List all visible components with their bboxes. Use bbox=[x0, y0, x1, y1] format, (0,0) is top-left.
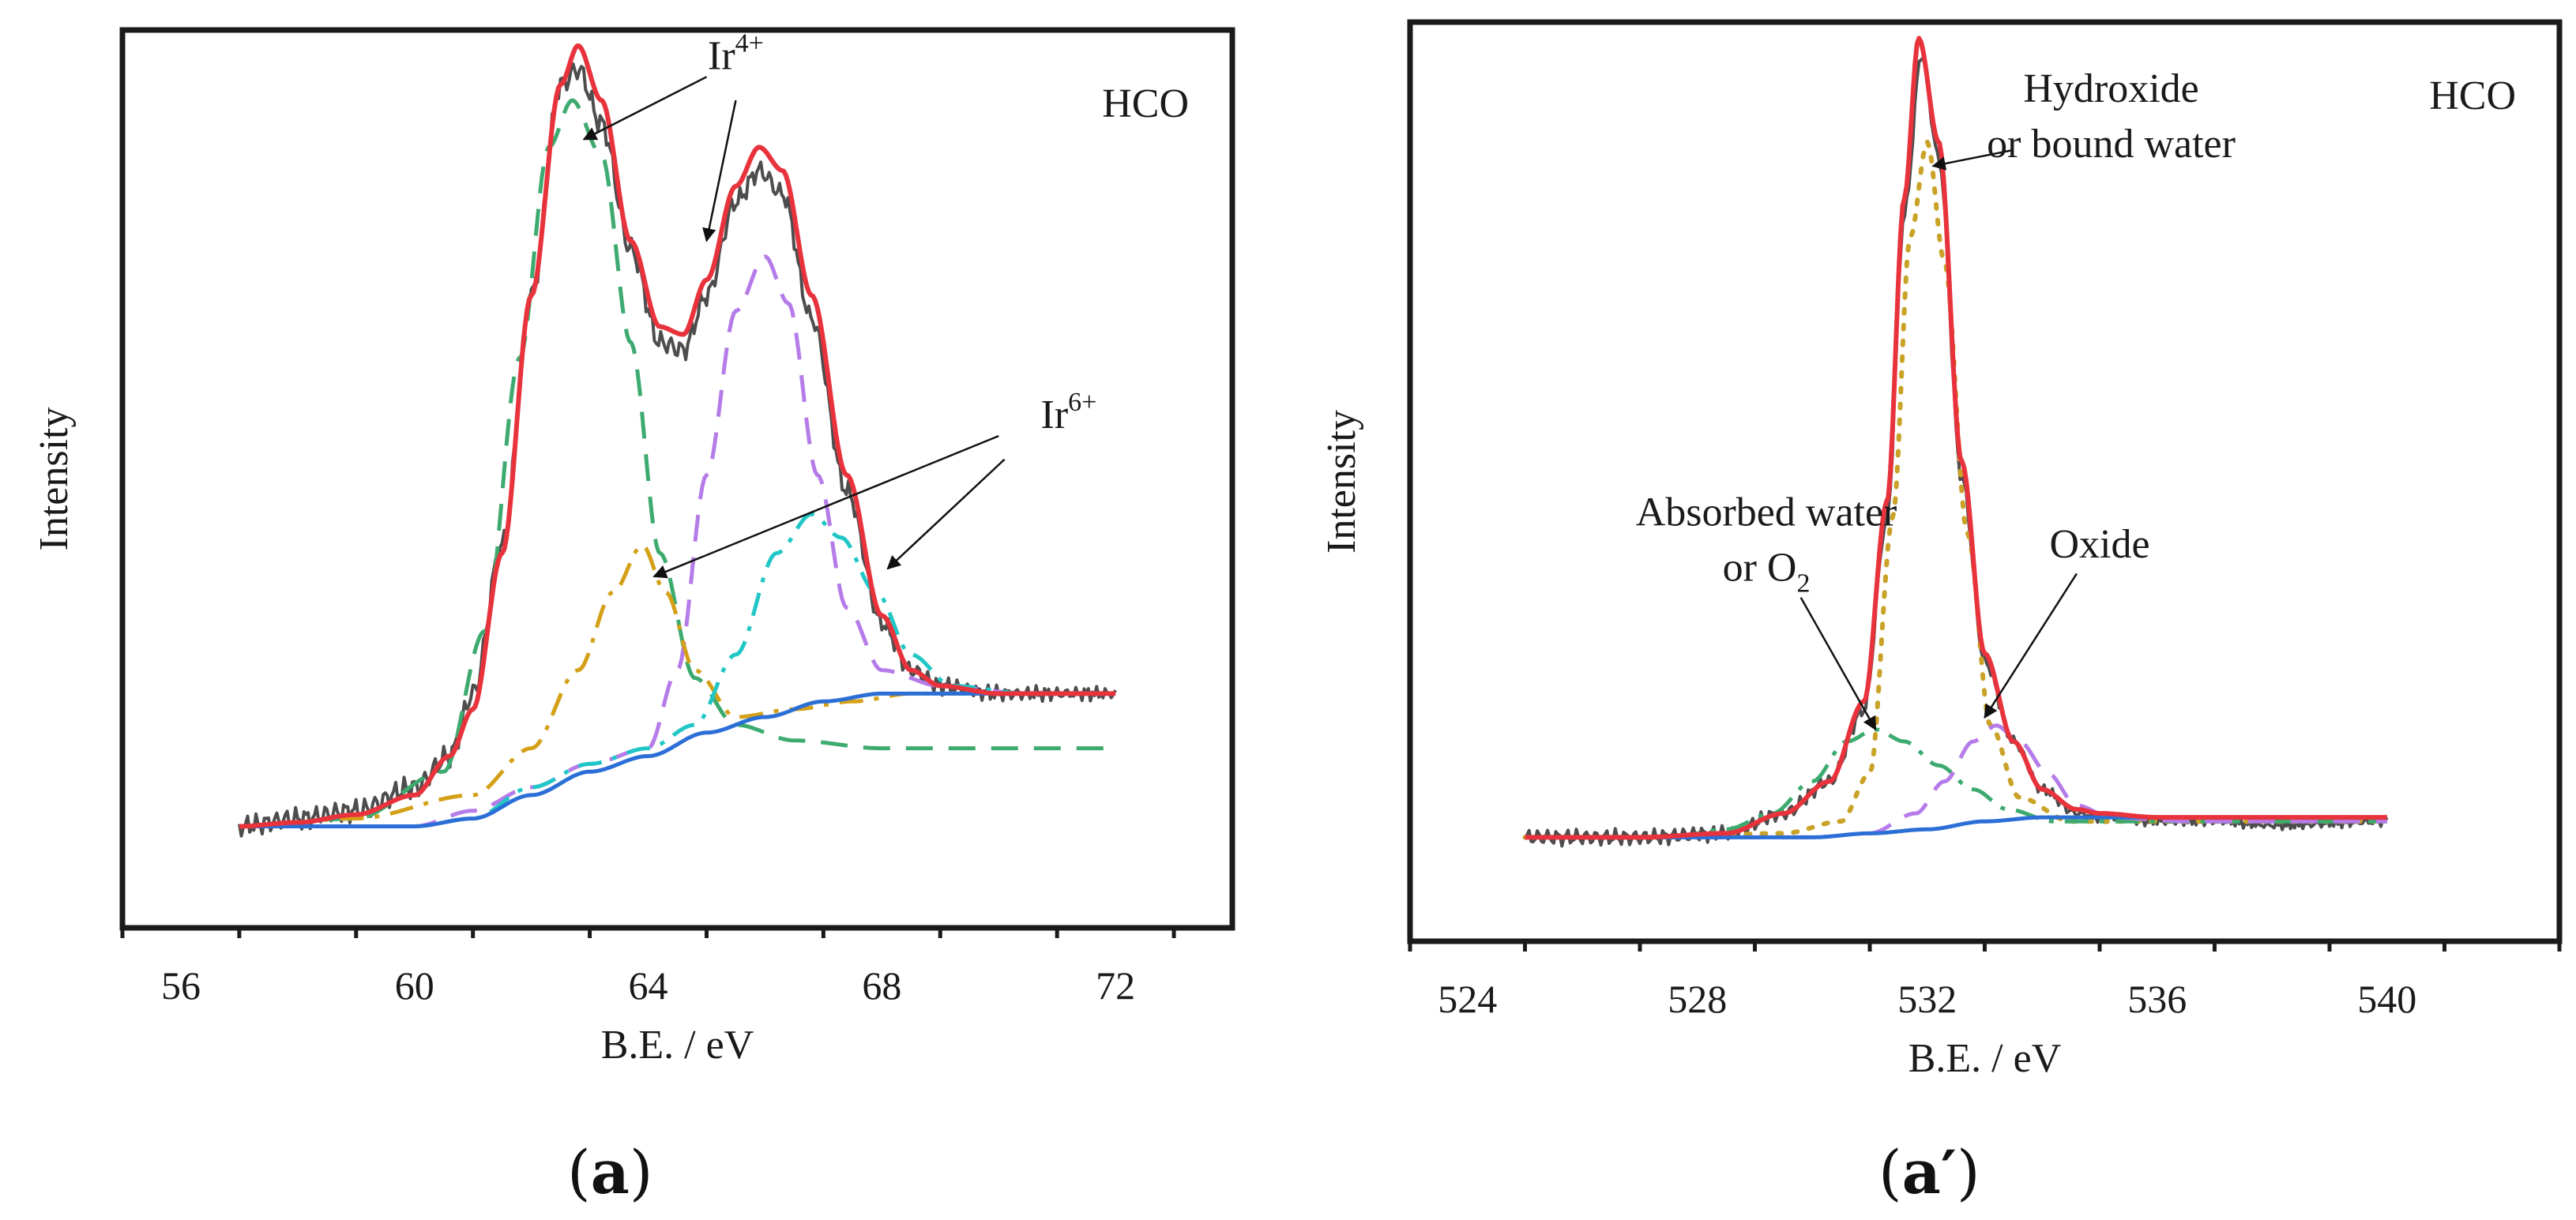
annotation-arrow bbox=[702, 99, 737, 242]
x-tick-label: 60 bbox=[395, 963, 434, 1008]
x-tick-label: 56 bbox=[161, 963, 201, 1008]
annotation-label: Ir4+ bbox=[708, 28, 764, 78]
annotation-arrow bbox=[886, 458, 1006, 570]
annotation-label: Absorbed water bbox=[1636, 490, 1897, 535]
series-line-raw-spectrum bbox=[1523, 56, 2389, 848]
panel-caption-a: (a) bbox=[567, 1137, 653, 1207]
annotation-arrow bbox=[1799, 597, 1877, 731]
series-line-ir6-component-1 bbox=[239, 543, 1116, 828]
series-line-fit-envelope bbox=[1525, 36, 2388, 840]
series-line-ir4-component-2 bbox=[239, 254, 1116, 828]
series-line-raw-spectrum bbox=[237, 62, 1117, 838]
xps-chart-o1s: 524 528 532 536 540 B.E. / eV Intensity HCO Hydr… bbox=[1319, 19, 2563, 1081]
series-line-ir6-component-2 bbox=[239, 512, 1116, 828]
annotation-label-line2: or O2 bbox=[1723, 546, 1811, 599]
series-line-oxide bbox=[1525, 723, 2387, 839]
plot-frame bbox=[119, 27, 1235, 931]
annotation-arrow bbox=[1931, 148, 2014, 171]
y-axis-label: Intensity bbox=[1319, 410, 1364, 554]
annotation-arrow bbox=[1984, 572, 2078, 719]
x-tick-label: 68 bbox=[862, 963, 901, 1008]
x-tick-label: 540 bbox=[2357, 977, 2416, 1021]
x-tick-label: 536 bbox=[2127, 977, 2187, 1021]
xps-chart-ir4f: 56 60 64 68 72 B.E. / eV Intensity HCO Ir4+ Ir6+ bbox=[32, 27, 1235, 1068]
x-tick-label: 532 bbox=[1897, 977, 1957, 1021]
sample-label: HCO bbox=[2429, 73, 2516, 118]
x-tick-label: 72 bbox=[1096, 963, 1135, 1008]
annotation-label: Ir6+ bbox=[1041, 388, 1097, 437]
annotation-arrow bbox=[582, 76, 708, 141]
x-tick-label: 528 bbox=[1668, 977, 1727, 1021]
sample-label: HCO bbox=[1102, 81, 1189, 126]
x-tick-label: 64 bbox=[629, 963, 668, 1008]
y-axis-label: Intensity bbox=[32, 407, 77, 551]
x-axis-label: B.E. / eV bbox=[1908, 1036, 2062, 1081]
x-axis-label: B.E. / eV bbox=[601, 1023, 754, 1068]
annotation-arrow bbox=[652, 434, 999, 579]
series-line-ir4-component-1 bbox=[239, 98, 1116, 828]
annotation-label: Oxide bbox=[2049, 522, 2149, 567]
annotation-label-line2: or bound water bbox=[1987, 122, 2236, 167]
x-tick-label: 524 bbox=[1438, 977, 1497, 1021]
annotation-label: Hydroxide bbox=[2023, 66, 2198, 111]
series-line-fit-envelope bbox=[239, 43, 1116, 829]
panel-caption-a-prime: (a′) bbox=[1878, 1137, 1980, 1207]
series-line-background bbox=[239, 691, 1116, 828]
plot-frame bbox=[1407, 19, 2563, 944]
